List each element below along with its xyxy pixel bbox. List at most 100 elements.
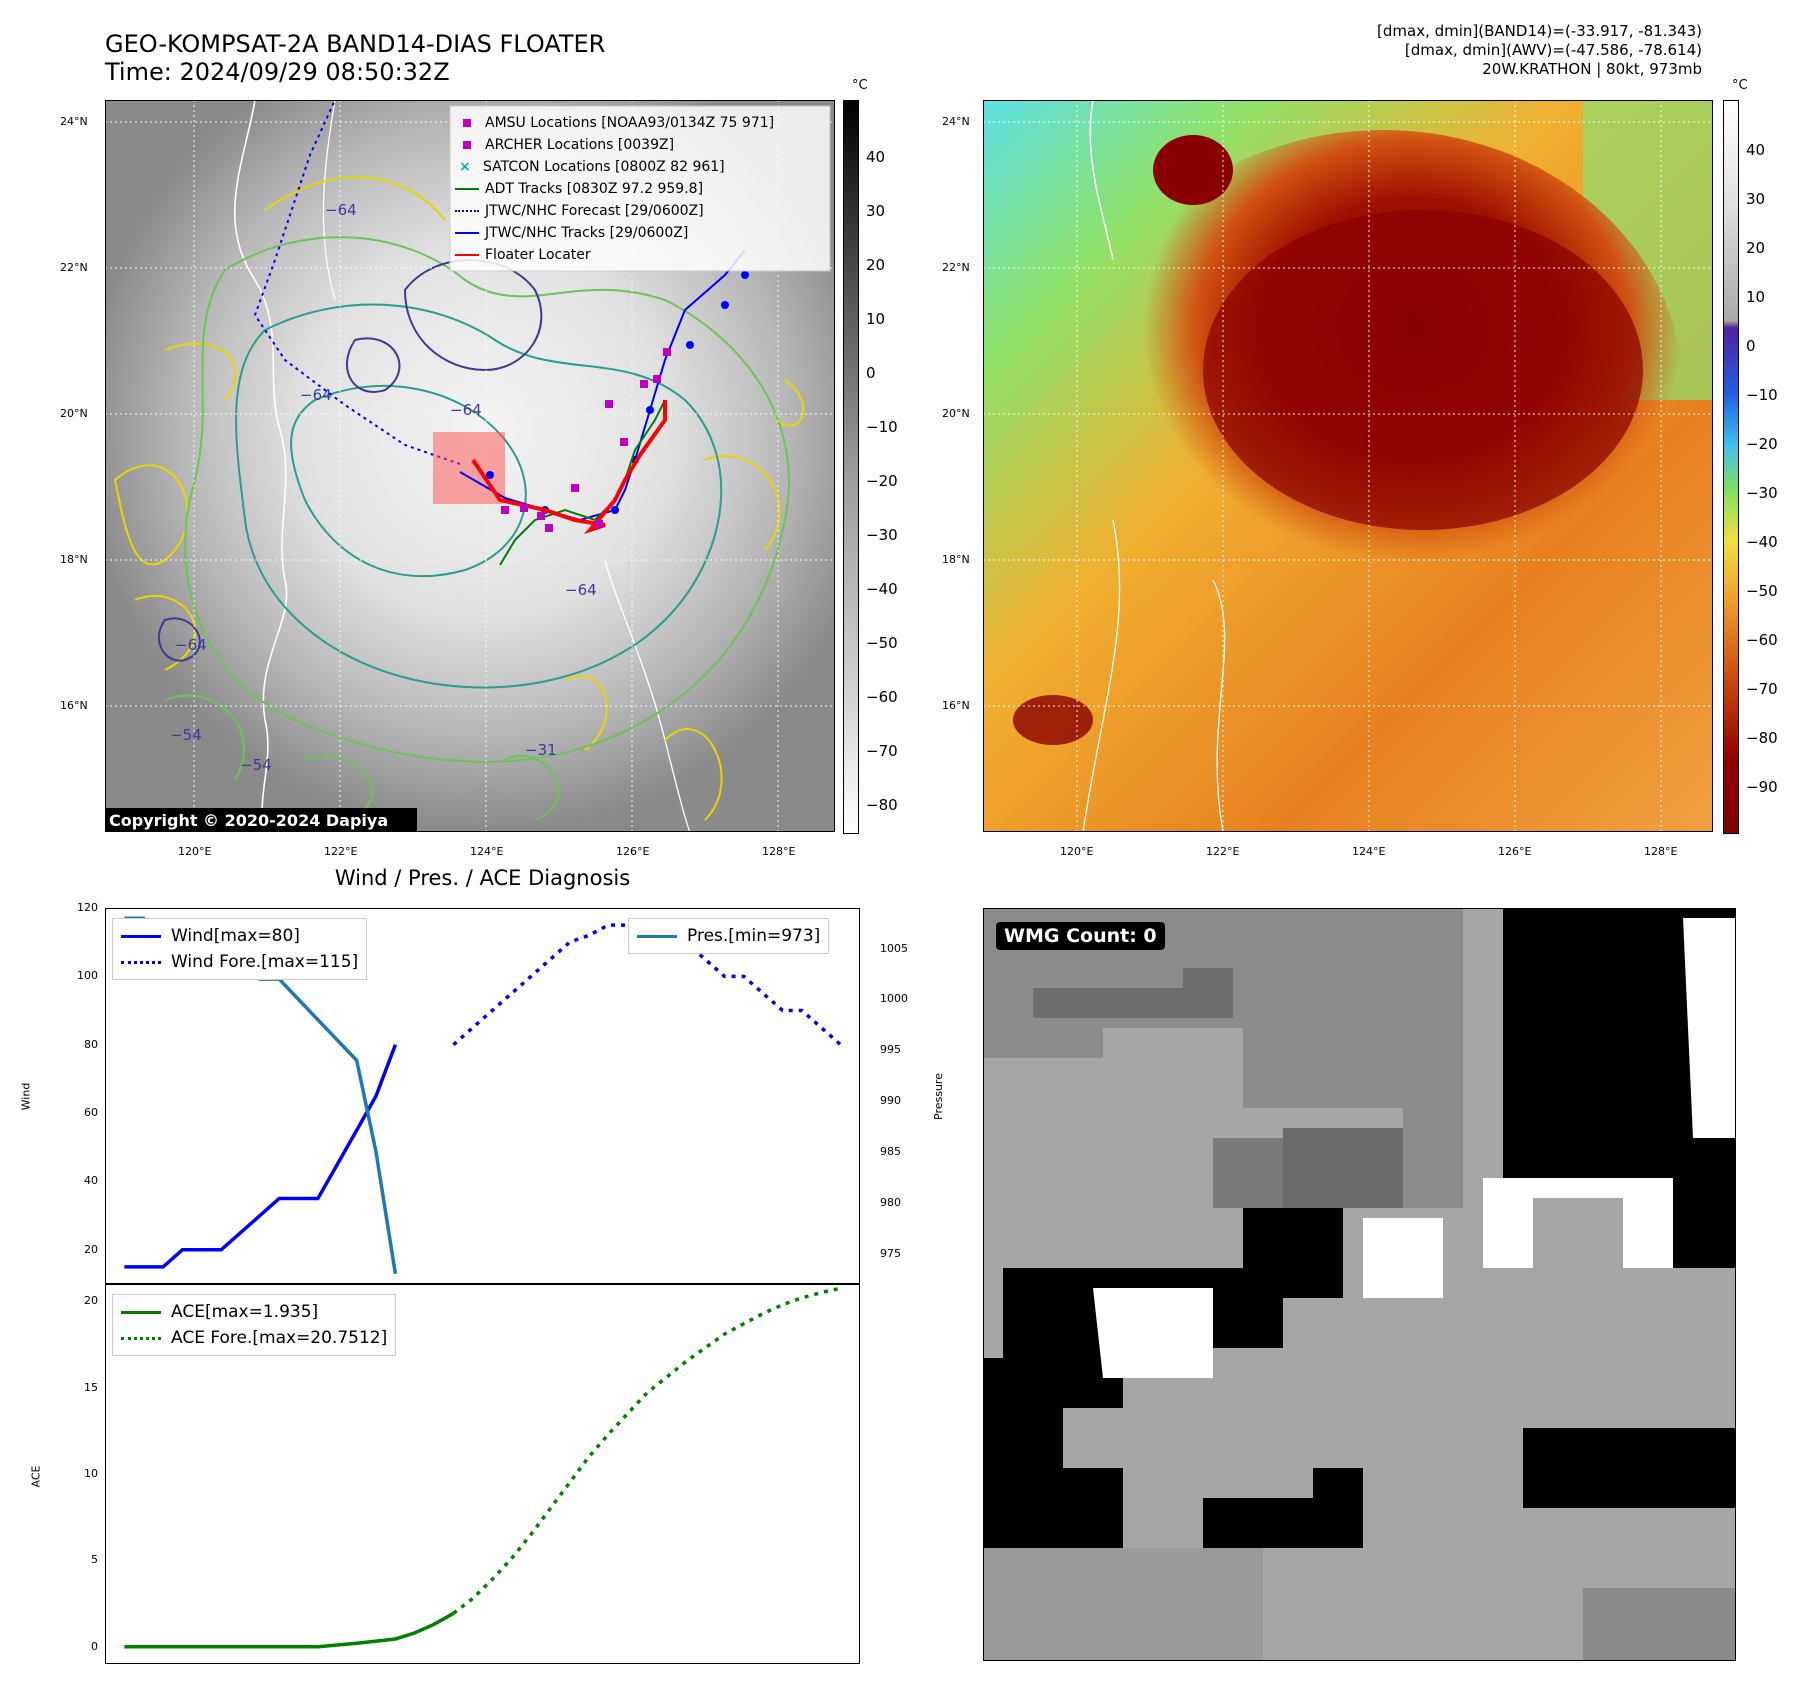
wmg-count-badge: WMG Count: 0 — [996, 922, 1165, 950]
colorbar-tick: −60 — [1746, 631, 1778, 649]
colorbar-tick: −30 — [1746, 484, 1778, 502]
lat-tick: 24°N — [60, 115, 88, 128]
colorbar-tick: −80 — [866, 796, 898, 814]
map-legend — [449, 105, 831, 272]
lat-tick: 20°N — [942, 407, 970, 420]
legend-entry-forecast: JTWC/NHC Forecast [29/0600Z] — [455, 200, 774, 222]
colorbar-tick: −90 — [1746, 778, 1778, 796]
contour-label: −54 — [170, 726, 202, 744]
top-right-title-line3: 20W.KRATHON | 80kt, 973mb — [1482, 60, 1702, 78]
y2-tick-label: 995 — [880, 1043, 901, 1057]
colorbar-tick: −20 — [866, 472, 898, 490]
colorbar-tick: 10 — [1746, 288, 1766, 306]
y-tick-label: 80 — [84, 1037, 98, 1051]
colorbar-tick: −70 — [1746, 680, 1778, 698]
contour-label: −64 — [325, 201, 357, 219]
ir-satellite-map: −64 −64 −64 −64 −64 −54 −54 −31 Copyrigh… — [105, 100, 835, 832]
colorbar-tick: −30 — [866, 526, 898, 544]
legend-entry-wind: Wind[max=80] — [121, 923, 358, 949]
y-tick-label: 15 — [84, 1380, 98, 1394]
colorbar-tick: −10 — [866, 418, 898, 436]
lon-tick: 128°E — [1644, 845, 1678, 858]
contour-label: −54 — [240, 756, 272, 774]
lon-tick: 126°E — [616, 845, 650, 858]
top-right-title-line1: [dmax, dmin](BAND14)=(-33.917, -81.343) — [1377, 22, 1702, 40]
ace-legend: ACE[max=1.935] ACE Fore.[max=20.7512] — [112, 1294, 397, 1356]
legend-entry-amsu: AMSU Locations [NOAA93/0134Z 75 971] — [455, 112, 774, 134]
colorbar-tick: 20 — [1746, 239, 1766, 257]
series-line-0 — [124, 1044, 398, 1269]
colorbar-tick: 30 — [866, 202, 886, 220]
colorbar-tick: 10 — [866, 310, 886, 328]
lon-tick: 122°E — [324, 845, 358, 858]
y2-tick-label: 985 — [880, 1144, 901, 1158]
lat-tick: 24°N — [942, 115, 970, 128]
colorbar-tick: 0 — [866, 364, 876, 382]
lon-tick: 128°E — [762, 845, 796, 858]
floater-locater-track — [471, 400, 667, 535]
ace-axis-label: ACE — [29, 1465, 43, 1488]
lon-tick: 122°E — [1206, 845, 1240, 858]
colorbar-tick: −20 — [1746, 435, 1778, 453]
contour-label: −64 — [175, 636, 207, 654]
y-tick-label: 40 — [84, 1174, 98, 1188]
colorbar-tick: −50 — [866, 634, 898, 652]
awv-satellite-map — [983, 100, 1713, 832]
diagnosis-title: Wind / Pres. / ACE Diagnosis — [334, 866, 631, 890]
pressure-axis-label: Pressure — [931, 1073, 945, 1120]
legend-entry-tracks: JTWC/NHC Tracks [29/0600Z] — [455, 222, 774, 244]
jtwc-forecast-track — [253, 100, 461, 465]
colorbar-tick: −80 — [1746, 729, 1778, 747]
legend-entry-ace: ACE[max=1.935] — [121, 1299, 387, 1325]
lat-tick: 22°N — [942, 261, 970, 274]
legend-entry-wind-forecast: Wind Fore.[max=115] — [121, 949, 358, 975]
left-colorbar-unit: °C — [852, 78, 868, 93]
lat-tick: 16°N — [60, 699, 88, 712]
y-tick-label: 100 — [77, 969, 98, 983]
y-tick-label: 120 — [77, 901, 98, 914]
y2-tick-label: 980 — [880, 1195, 901, 1209]
y-tick-label: 20 — [84, 1294, 98, 1308]
wind-legend: Wind[max=80] Wind Fore.[max=115] — [112, 918, 368, 980]
colorbar-tick: −60 — [866, 688, 898, 706]
lon-tick: 126°E — [1498, 845, 1532, 858]
right-colorbar-unit: °C — [1732, 78, 1748, 93]
y2-tick-label: 990 — [880, 1094, 901, 1108]
map-legend-entries: AMSU Locations [NOAA93/0134Z 75 971] ARC… — [455, 112, 774, 266]
colorbar-tick: −40 — [1746, 533, 1778, 551]
y-tick-label: 0 — [91, 1639, 98, 1653]
series-line-1 — [452, 1286, 841, 1615]
contour-label: −31 — [525, 741, 557, 759]
colorbar-tick: 40 — [1746, 141, 1766, 159]
copyright-label: Copyright © 2020-2024 Dapiya — [109, 811, 388, 830]
colorbar-tick: 20 — [866, 256, 886, 274]
colorbar-tick: −40 — [866, 580, 898, 598]
y2-tick-label: 975 — [880, 1246, 901, 1260]
colorbar-tick: 0 — [1746, 337, 1756, 355]
colorbar-tick: −70 — [866, 742, 898, 760]
colorbar-tick: −10 — [1746, 386, 1778, 404]
legend-entry-adt: ADT Tracks [0830Z 97.2 959.8] — [455, 178, 774, 200]
lon-tick: 120°E — [1060, 845, 1094, 858]
contour-label: −64 — [450, 401, 482, 419]
colorbar-tick: −50 — [1746, 582, 1778, 600]
left-colorbar — [843, 100, 859, 834]
lat-tick: 20°N — [60, 407, 88, 420]
y2-tick-label: 1005 — [880, 941, 908, 955]
y-tick-label: 5 — [91, 1553, 98, 1567]
y-tick-label: 20 — [84, 1242, 98, 1256]
legend-entry-floater: Floater Locater — [455, 244, 774, 266]
y-tick-label: 10 — [84, 1467, 98, 1480]
lon-tick: 124°E — [470, 845, 504, 858]
lon-tick: 120°E — [178, 845, 212, 858]
contour-label: −64 — [300, 386, 332, 404]
legend-entry-pressure: Pres.[min=973] — [637, 923, 820, 949]
right-colorbar — [1723, 100, 1739, 834]
lon-tick: 124°E — [1352, 845, 1386, 858]
lat-tick: 18°N — [942, 553, 970, 566]
top-left-title-line1: GEO-KOMPSAT-2A BAND14-DIAS FLOATER — [105, 30, 606, 58]
y-tick-label: 60 — [84, 1106, 98, 1120]
lat-tick: 22°N — [60, 261, 88, 274]
lat-tick: 18°N — [60, 553, 88, 566]
legend-entry-ace-forecast: ACE Fore.[max=20.7512] — [121, 1325, 387, 1351]
